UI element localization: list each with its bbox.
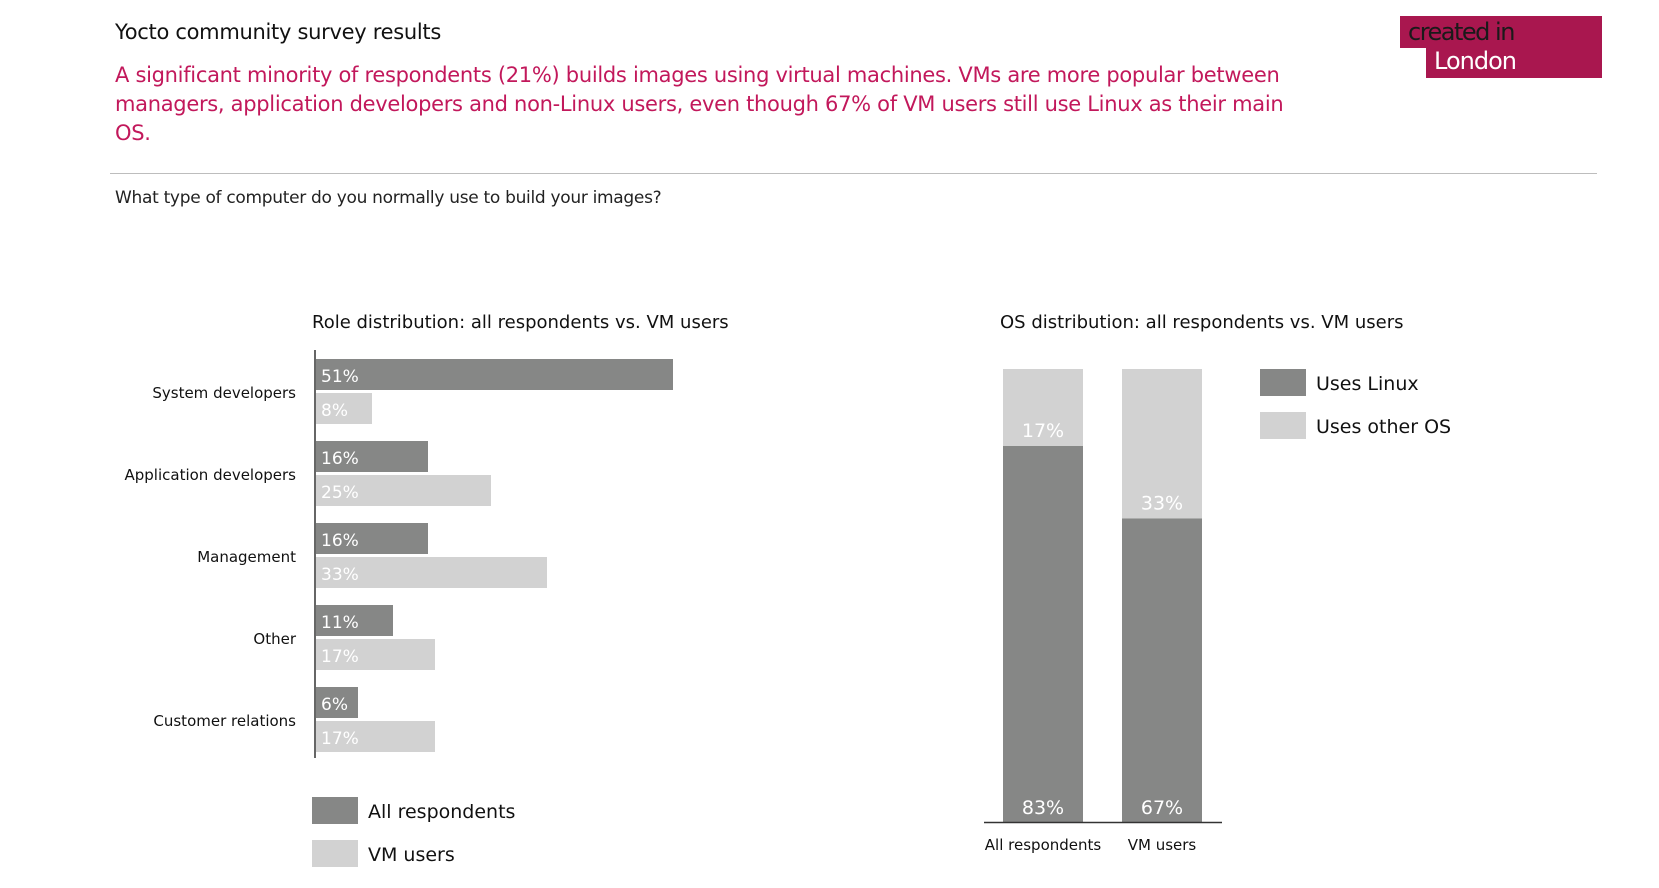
stack-uses-other-os	[1122, 369, 1202, 519]
stack-label-uses-linux: 67%	[1141, 797, 1183, 819]
badge-line-2: London	[1434, 47, 1517, 75]
bar-all-respondents	[316, 523, 428, 554]
bar-all-respondents	[316, 359, 673, 390]
legend-swatch-uses-other-os	[1260, 412, 1306, 439]
stack-uses-other-os	[1003, 369, 1083, 447]
os-chart-title: OS distribution: all respondents vs. VM …	[1000, 312, 1403, 333]
bar-vm-users	[316, 639, 435, 670]
stack-uses-linux	[1122, 518, 1202, 822]
legend-label-uses-other-os: Uses other OS	[1316, 416, 1451, 438]
bar-vm-users	[316, 557, 547, 588]
badge-line-1: created in	[1408, 18, 1515, 46]
role-category-label: System developers	[152, 384, 296, 402]
legend-label-uses-linux: Uses Linux	[1316, 373, 1419, 395]
role-category-label: Application developers	[124, 466, 296, 484]
bar-vm-users	[316, 475, 491, 506]
stack-label-uses-linux: 83%	[1022, 797, 1064, 819]
bar-label-all-respondents: 16%	[321, 449, 359, 469]
bar-label-vm-users: 25%	[321, 483, 359, 503]
bar-label-all-respondents: 6%	[321, 695, 348, 715]
header-divider	[110, 173, 1597, 174]
bar-vm-users	[316, 721, 435, 752]
role-category-label: Customer relations	[153, 712, 296, 730]
legend-swatch-vm-users	[312, 840, 358, 867]
created-in-london-badge: created in London	[1400, 16, 1602, 78]
bar-all-respondents	[316, 605, 393, 636]
badge-block-bottom	[1426, 46, 1602, 78]
bar-all-respondents	[316, 441, 428, 472]
badge-block-top	[1400, 16, 1602, 48]
bar-vm-users	[316, 393, 372, 424]
survey-question: What type of computer do you normally us…	[115, 188, 662, 208]
role-chart-title: Role distribution: all respondents vs. V…	[312, 312, 729, 333]
os-category-label: VM users	[1128, 836, 1197, 854]
bar-label-vm-users: 17%	[321, 647, 359, 667]
bar-label-all-respondents: 51%	[321, 367, 359, 387]
bar-label-all-respondents: 11%	[321, 613, 359, 633]
legend-label-all-respondents: All respondents	[368, 801, 515, 823]
role-category-label: Other	[253, 630, 296, 648]
stack-label-uses-other-os: 33%	[1141, 492, 1183, 514]
legend-swatch-all-respondents	[312, 797, 358, 824]
role-category-label: Management	[197, 548, 296, 566]
os-category-label: All respondents	[985, 836, 1102, 854]
bar-label-vm-users: 17%	[321, 729, 359, 749]
bar-label-all-respondents: 16%	[321, 531, 359, 551]
bar-all-respondents	[316, 687, 358, 718]
stack-uses-linux	[1003, 446, 1083, 822]
bar-label-vm-users: 8%	[321, 401, 348, 421]
legend-label-vm-users: VM users	[368, 844, 455, 866]
stack-label-uses-other-os: 17%	[1022, 420, 1064, 442]
page-title: Yocto community survey results	[115, 20, 441, 44]
bar-label-vm-users: 33%	[321, 565, 359, 585]
page-subtitle: A significant minority of respondents (2…	[115, 63, 1284, 145]
legend-swatch-uses-linux	[1260, 369, 1306, 396]
